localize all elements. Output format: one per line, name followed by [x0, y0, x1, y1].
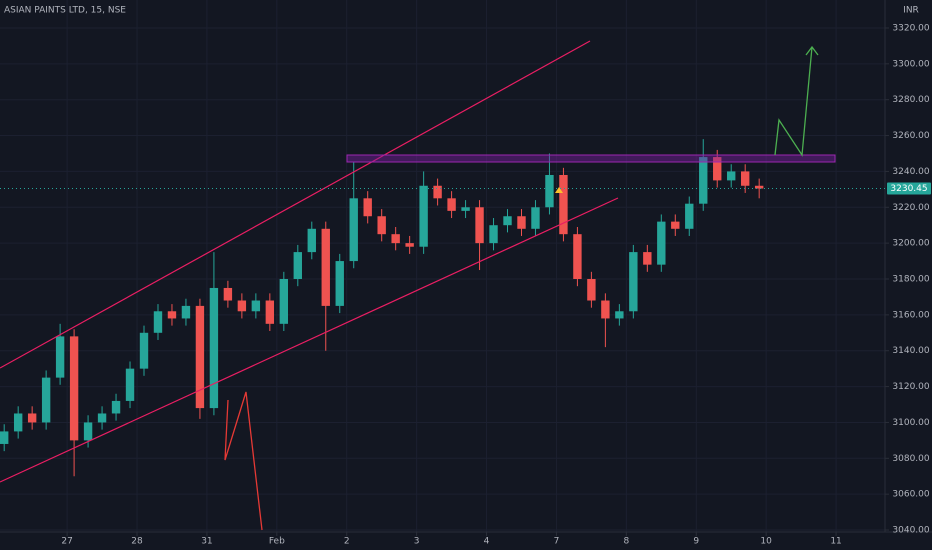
- candle-body: [601, 300, 610, 319]
- axes: 3040.00 3060.00 3080.00 3100.00 3120.00 3140.…: [0, 23, 931, 547]
- candle-body: [265, 300, 275, 324]
- candle-body: [293, 252, 302, 279]
- candle-body: [447, 198, 456, 211]
- candle-body: [13, 413, 23, 432]
- candle-body: [41, 377, 51, 423]
- currency-label: INR: [903, 6, 919, 16]
- candle-body: [391, 234, 400, 244]
- candle-body: [517, 216, 526, 229]
- candle-body: [615, 311, 624, 319]
- drawings: [0, 40, 836, 531]
- candle-body: [27, 413, 37, 423]
- candle-body: [167, 311, 177, 319]
- marker: [555, 187, 563, 193]
- candles: [0, 139, 764, 477]
- x-tick-label: 28: [131, 537, 143, 547]
- y-tick-label: 3220.00: [892, 203, 929, 213]
- candle-body: [195, 305, 205, 409]
- candle-body: [55, 336, 65, 378]
- x-tick-label: 10: [760, 537, 772, 547]
- y-tick-label: 3160.00: [892, 310, 929, 320]
- chart-title: ASIAN PAINTS LTD, 15, NSE: [4, 6, 126, 16]
- y-tick-label: 3280.00: [892, 95, 929, 105]
- candle-body: [475, 207, 484, 244]
- lower-channel: [0, 197, 619, 483]
- x-tick-label: 31: [201, 537, 212, 547]
- candle-body: [713, 157, 722, 181]
- candle-body: [251, 300, 261, 312]
- x-tick-label: 11: [830, 537, 841, 547]
- candle-body: [139, 332, 149, 369]
- candle-body: [349, 198, 358, 262]
- candle-body: [727, 171, 736, 181]
- upper-channel: [0, 40, 591, 369]
- last-price-box: [887, 182, 931, 195]
- candle-body: [503, 216, 512, 226]
- candle-body: [685, 203, 694, 229]
- candle-body: [559, 175, 568, 235]
- candle-body: [377, 216, 386, 235]
- y-tick-label: 3320.00: [892, 23, 929, 33]
- y-tick-label: 3260.00: [892, 131, 929, 141]
- x-tick-label: 9: [693, 537, 699, 547]
- x-tick-label: 3: [414, 537, 420, 547]
- candle-body: [321, 228, 330, 306]
- arrowhead-up: [805, 45, 819, 56]
- candle-body: [97, 413, 107, 423]
- y-tick-label: 3040.00: [892, 526, 929, 536]
- candle-body: [671, 221, 680, 229]
- candle-body: [209, 287, 219, 409]
- candle-body: [531, 207, 540, 229]
- candle-body: [363, 198, 372, 217]
- resistance-zone: [346, 154, 836, 163]
- candle-body: [461, 207, 470, 211]
- candle-body: [629, 252, 638, 312]
- projection-down: [224, 391, 263, 531]
- y-tick-label: 3080.00: [892, 454, 929, 464]
- candle-body: [279, 278, 289, 324]
- candle-body: [573, 234, 582, 279]
- candle-body: [545, 175, 554, 208]
- y-tick-label: 3300.00: [892, 59, 929, 69]
- y-tick-label: 3060.00: [892, 490, 929, 500]
- x-tick-label: 8: [623, 537, 629, 547]
- candle-body: [153, 311, 163, 333]
- candle-body: [69, 336, 79, 441]
- candle-body: [223, 287, 233, 301]
- x-tick-label: 7: [554, 537, 560, 547]
- y-tick-label: 3120.00: [892, 382, 929, 392]
- candle-body: [433, 185, 442, 199]
- candle-body: [125, 368, 135, 401]
- candle-body: [699, 157, 708, 204]
- y-tick-label: 3180.00: [892, 274, 929, 284]
- projection-up: [774, 46, 813, 157]
- last-price-label: 3230.45: [890, 184, 927, 194]
- candle-body: [643, 252, 652, 265]
- y-tick-label: 3100.00: [892, 418, 929, 428]
- x-tick-label: 4: [484, 537, 490, 547]
- candle-body: [754, 185, 764, 189]
- candle-body: [0, 431, 9, 444]
- candle-body: [405, 243, 414, 247]
- candle-body: [83, 422, 93, 441]
- candle-body: [587, 278, 596, 301]
- candle-body: [181, 305, 191, 319]
- candle-body: [419, 185, 428, 247]
- candle-body: [489, 225, 498, 244]
- candle-body: [335, 261, 344, 306]
- y-tick-label: 3200.00: [892, 239, 929, 249]
- candle-body: [740, 171, 750, 186]
- x-tick-label: 27: [61, 537, 72, 547]
- y-tick-label: 3140.00: [892, 346, 929, 356]
- candle-body: [307, 228, 316, 253]
- y-tick-label: 3240.00: [892, 167, 929, 177]
- candle-body: [111, 400, 121, 414]
- x-tick-label: Feb: [269, 537, 285, 547]
- candle-body: [237, 300, 247, 312]
- x-tick-label: 2: [344, 537, 350, 547]
- candle-body: [657, 221, 666, 265]
